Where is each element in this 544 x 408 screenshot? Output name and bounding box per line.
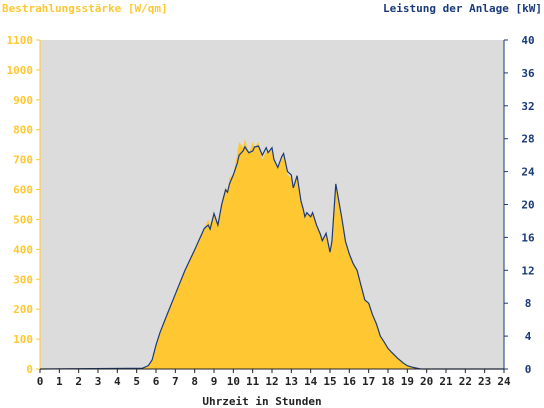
x-tick-label: 1 <box>56 375 63 388</box>
x-tick-label: 6 <box>153 375 160 388</box>
x-tick-label: 12 <box>265 375 278 388</box>
x-tick-label: 22 <box>459 375 472 388</box>
right-tick-label: 40 <box>521 34 534 47</box>
left-tick-label: 800 <box>13 124 33 137</box>
x-tick-label: 10 <box>227 375 240 388</box>
right-tick-label: 0 <box>525 363 532 376</box>
right-tick-label: 16 <box>521 231 535 244</box>
left-tick-label: 700 <box>13 154 33 167</box>
right-axis-ticks: 0 4 8 12 16 20 24 28 32 36 40 <box>504 34 535 376</box>
right-tick-label: 4 <box>525 330 532 343</box>
x-axis-label: Uhrzeit in Stunden <box>202 395 321 408</box>
x-tick-label: 19 <box>401 375 414 388</box>
x-tick-label: 13 <box>285 375 298 388</box>
left-axis-title: Bestrahlungsstärke [W/qm] <box>2 2 168 15</box>
x-tick-label: 0 <box>37 375 44 388</box>
x-tick-label: 24 <box>497 375 511 388</box>
right-tick-label: 28 <box>521 133 534 146</box>
x-axis-ticks: 0 1 2 3 4 5 6 7 8 9 10 11 12 13 14 15 16 17 18 19 20 21 22 23 24 <box>37 369 511 388</box>
left-tick-label: 500 <box>13 213 33 226</box>
x-tick-label: 4 <box>114 375 121 388</box>
left-tick-label: 1000 <box>7 64 34 77</box>
x-tick-label: 16 <box>343 375 357 388</box>
x-tick-label: 23 <box>478 375 491 388</box>
right-tick-label: 12 <box>521 264 534 277</box>
x-tick-label: 2 <box>75 375 82 388</box>
right-tick-label: 36 <box>521 67 535 80</box>
left-tick-label: 200 <box>13 303 33 316</box>
right-tick-label: 8 <box>525 297 532 310</box>
left-axis-ticks: 0 100 200 300 400 500 600 700 800 900 1000 1100 <box>7 34 40 376</box>
x-tick-label: 5 <box>133 375 140 388</box>
left-tick-label: 300 <box>13 273 33 286</box>
x-tick-label: 20 <box>420 375 433 388</box>
x-tick-label: 14 <box>304 375 318 388</box>
power-line <box>39 145 504 370</box>
x-tick-label: 21 <box>439 375 453 388</box>
x-tick-label: 9 <box>211 375 218 388</box>
left-tick-label: 1100 <box>7 34 34 47</box>
left-tick-label: 100 <box>13 333 33 346</box>
x-tick-label: 15 <box>323 375 336 388</box>
left-tick-label: 0 <box>26 363 33 376</box>
left-tick-label: 400 <box>13 243 33 256</box>
x-tick-label: 7 <box>172 375 179 388</box>
x-tick-label: 3 <box>95 375 102 388</box>
x-tick-label: 8 <box>191 375 198 388</box>
x-tick-label: 11 <box>246 375 260 388</box>
irradiance-area <box>40 138 504 369</box>
x-tick-label: 17 <box>362 375 375 388</box>
right-tick-label: 20 <box>521 199 534 212</box>
left-tick-label: 900 <box>13 94 33 107</box>
x-tick-label: 18 <box>381 375 394 388</box>
right-tick-label: 24 <box>521 166 535 179</box>
right-axis-title: Leistung der Anlage [kW] <box>383 2 542 15</box>
left-tick-label: 600 <box>13 184 33 197</box>
right-tick-label: 32 <box>521 100 534 113</box>
